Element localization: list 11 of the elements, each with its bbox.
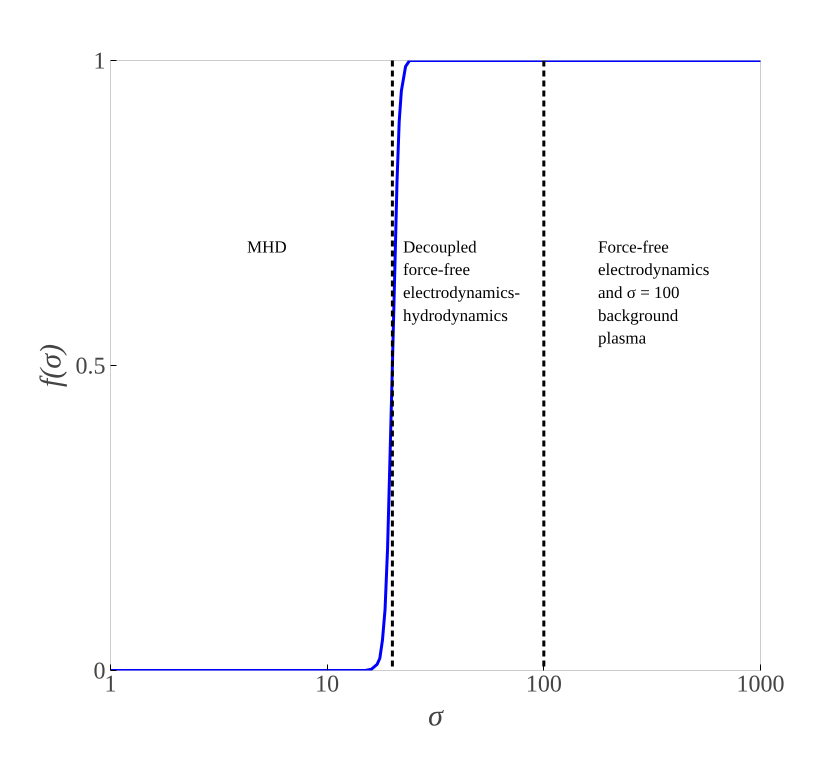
annotation: Decoupled force-free electrodynamics- hydrodynamics [403,237,520,325]
x-tick-label: 1000 [736,672,784,698]
y-tick-label: 0 [94,658,106,684]
y-axis-title: f(σ) [34,344,68,388]
annotation: Force-free electrodynamics and σ = 100 background plasma [598,237,710,348]
annotation: MHD [247,237,287,256]
x-tick-label: 10 [315,672,340,698]
x-tick-label: 100 [526,672,562,698]
y-tick-label: 1 [94,48,106,74]
x-axis-title: σ [428,700,444,732]
y-tick-label: 0.5 [76,354,106,380]
